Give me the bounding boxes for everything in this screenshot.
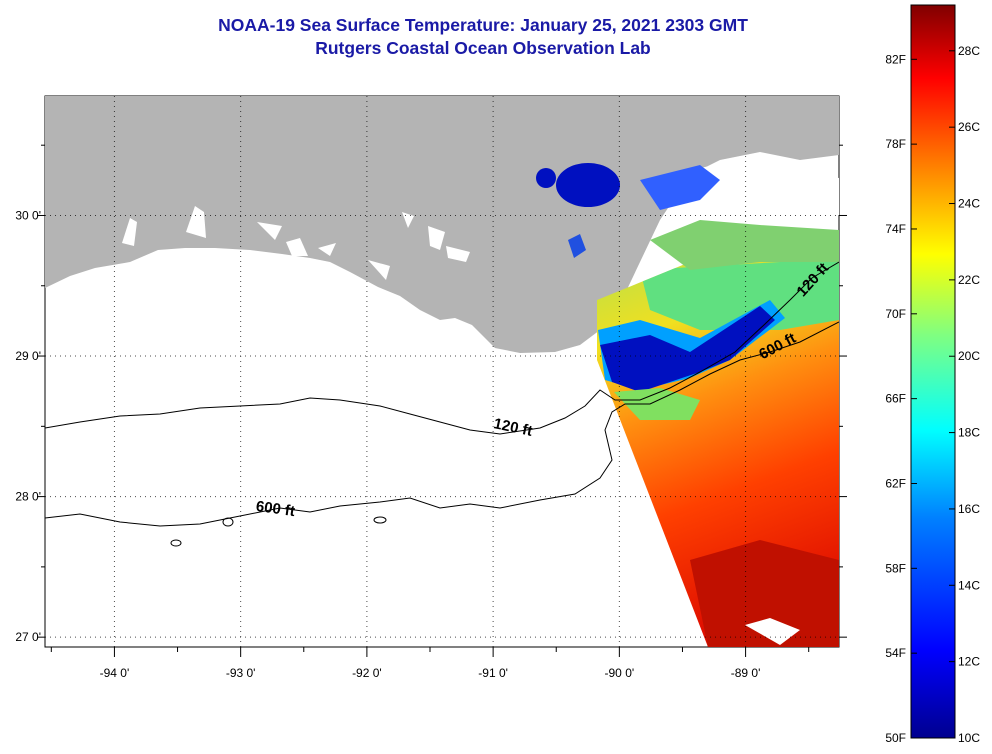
lat-tick-label: 27 0'	[15, 630, 41, 644]
contour-label: 600 ft	[255, 498, 296, 520]
bay-cold	[568, 234, 586, 258]
lake	[428, 226, 445, 250]
lake	[402, 212, 414, 228]
colorbar-labels: 28C 26C 24C 22C 20C 18C 16C 14C 12C 10C 82F 78F 74F 7…	[885, 44, 980, 745]
colorbar-label-c: 26C	[958, 120, 980, 134]
lon-tick-label: -92 0'	[352, 666, 382, 680]
colorbar-label-c: 24C	[958, 197, 980, 211]
lat-tick-label: 30 0'	[15, 208, 41, 222]
lon-tick-label: -93 0'	[226, 666, 256, 680]
bay-cold	[640, 165, 720, 210]
lon-tick-label: -90 0'	[605, 666, 635, 680]
lon-tick-label: -91 0'	[478, 666, 508, 680]
colorbar-label-c: 12C	[958, 655, 980, 669]
colorbar-label-f: 66F	[885, 392, 906, 406]
colorbar-label-f: 74F	[885, 222, 906, 236]
bank-contour	[170, 539, 182, 547]
colorbar-label-c: 28C	[958, 44, 980, 58]
colorbar-label-c: 14C	[958, 578, 980, 592]
colorbar-label-c: 10C	[958, 731, 980, 745]
lake	[368, 260, 390, 280]
title-line-2: Rutgers Coastal Ocean Observation Lab	[315, 38, 651, 58]
colorbar-label-f: 54F	[885, 646, 906, 660]
colorbar-label-c: 18C	[958, 426, 980, 440]
colorbar-label-f: 82F	[885, 52, 906, 66]
lake	[122, 218, 137, 246]
colorbar	[910, 4, 956, 739]
lake	[286, 238, 308, 256]
contour-600ft	[45, 321, 839, 527]
colorbar-label-f: 70F	[885, 307, 906, 321]
lat-tick-label: 28 0'	[15, 490, 41, 504]
lake	[446, 246, 470, 262]
lake-cold	[536, 168, 556, 188]
cloud-patch	[700, 160, 839, 220]
colorbar-label-f: 62F	[885, 476, 906, 490]
lon-tick-label: -94 0'	[100, 666, 130, 680]
colorbar-label-c: 22C	[958, 273, 980, 287]
colorbar-label-c: 20C	[958, 349, 980, 363]
colorbar-label-f: 78F	[885, 137, 906, 151]
axes: -94 0' -93 0' -92 0' -91 0' -90 0' -89 0' 30 0…	[15, 144, 847, 680]
colorbar-label-f: 58F	[885, 561, 906, 575]
lake-cold	[556, 163, 620, 207]
title-line-1: NOAA-19 Sea Surface Temperature: January…	[218, 15, 748, 35]
land-mass	[45, 96, 839, 353]
lake	[186, 206, 206, 238]
map-title: NOAA-19 Sea Surface Temperature: January…	[0, 14, 966, 60]
colorbar-label-c: 16C	[958, 502, 980, 516]
bay-warm	[650, 220, 839, 270]
bank-contour	[222, 517, 234, 527]
colorbar-label-f: 50F	[885, 731, 906, 745]
lake	[257, 222, 282, 240]
graticule	[45, 96, 839, 647]
lat-tick-label: 29 0'	[15, 349, 41, 363]
bank-contour	[373, 516, 387, 524]
contour-120ft	[45, 261, 839, 435]
lake	[318, 243, 336, 256]
lon-tick-label: -89 0'	[731, 666, 761, 680]
